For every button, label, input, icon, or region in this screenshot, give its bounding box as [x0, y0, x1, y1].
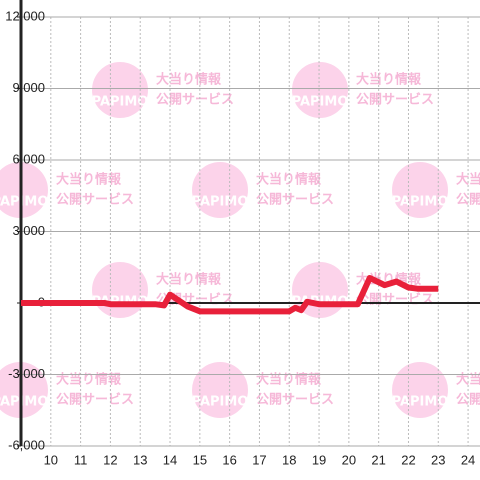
x-tick-label: 21: [371, 452, 385, 467]
watermark-logo: [392, 362, 448, 418]
watermark-text: 大当り情報: [56, 172, 122, 188]
watermark-logo: [92, 262, 148, 318]
watermark-logo: [0, 362, 48, 418]
watermark-text: 大当り情報: [456, 372, 480, 388]
watermark-logo: [392, 162, 448, 218]
watermark-logo-text: PAPIMO: [0, 395, 48, 410]
x-tick-label: 22: [401, 452, 415, 467]
y-tick-label: 6,000: [12, 151, 45, 166]
watermark-logo-text: PAPIMO: [292, 95, 349, 110]
watermark-text: 公開サービス: [56, 392, 134, 408]
watermark-logo: [192, 162, 248, 218]
watermark-text: 公開サービス: [456, 192, 480, 208]
watermark-text: 大当り情報: [156, 72, 222, 88]
watermark-layer: PAPIMO大当り情報公開サービスPAPIMO大当り情報公開サービスPAPIMO…: [0, 62, 480, 418]
y-tick-label: -6,000: [8, 437, 45, 452]
y-tick-label: 9,000: [12, 80, 45, 95]
y-tick-label: -3,000: [8, 366, 45, 381]
x-tick-label: 12: [103, 452, 117, 467]
watermark-text: 公開サービス: [56, 192, 134, 208]
x-tick-label: 15: [193, 452, 207, 467]
x-tick-label: 19: [312, 452, 326, 467]
x-tick-label: 24: [461, 452, 475, 467]
watermark-text: 大当り情報: [456, 172, 480, 188]
watermark-logo: [292, 62, 348, 118]
watermark-logo-text: PAPIMO: [192, 195, 249, 210]
watermark-text: 大当り情報: [156, 272, 222, 288]
watermark-text: 公開サービス: [256, 192, 334, 208]
watermark-text: 公開サービス: [356, 92, 434, 108]
x-tick-label: 17: [252, 452, 266, 467]
watermark-logo-text: PAPIMO: [0, 195, 48, 210]
y-tick-label: 3,000: [12, 223, 45, 238]
series-line: [21, 274, 439, 315]
x-tick-label: 16: [222, 452, 236, 467]
watermark-logo-text: PAPIMO: [92, 95, 149, 110]
x-tick-label: 23: [431, 452, 445, 467]
watermark-text: 大当り情報: [256, 172, 322, 188]
watermark-logo-text: PAPIMO: [392, 395, 449, 410]
watermark-text: 公開サービス: [456, 392, 480, 408]
watermark-logo: [192, 362, 248, 418]
y-tick-label: 12,000: [5, 8, 45, 23]
x-tick-label: 14: [163, 452, 177, 467]
watermark-logo: [92, 62, 148, 118]
watermark-text: 大当り情報: [356, 72, 422, 88]
watermark-text: 大当り情報: [56, 372, 122, 388]
watermark-text: 公開サービス: [156, 92, 234, 108]
watermark-logo-text: PAPIMO: [192, 395, 249, 410]
watermark-text: 公開サービス: [356, 292, 434, 308]
watermark-logo: [0, 162, 48, 218]
x-tick-label: 13: [133, 452, 147, 467]
watermark-text: 公開サービス: [256, 392, 334, 408]
watermark-logo-text: PAPIMO: [392, 195, 449, 210]
watermark-text: 大当り情報: [256, 372, 322, 388]
x-tick-label: 20: [342, 452, 356, 467]
x-tick-label: 18: [282, 452, 296, 467]
x-tick-label: 10: [44, 452, 58, 467]
x-tick-label: 11: [74, 452, 88, 467]
